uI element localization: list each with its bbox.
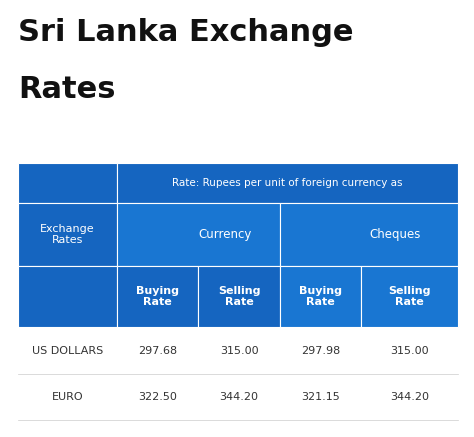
Text: Exchange
Rates: Exchange Rates bbox=[40, 223, 95, 245]
Text: Buying
Rate: Buying Rate bbox=[136, 286, 179, 308]
Bar bbox=[18, 203, 117, 266]
Bar bbox=[117, 203, 280, 266]
Bar bbox=[117, 374, 199, 420]
Bar bbox=[280, 374, 361, 420]
Text: Cheques: Cheques bbox=[369, 228, 420, 241]
Bar bbox=[280, 327, 361, 374]
Text: Selling
Rate: Selling Rate bbox=[218, 286, 260, 308]
Bar bbox=[361, 266, 458, 327]
Text: 344.20: 344.20 bbox=[390, 392, 429, 402]
Bar bbox=[199, 327, 280, 374]
Text: US DOLLARS: US DOLLARS bbox=[32, 346, 103, 356]
Bar bbox=[18, 266, 117, 327]
Text: EURO: EURO bbox=[52, 392, 83, 402]
Bar bbox=[361, 327, 458, 374]
Text: Currency: Currency bbox=[199, 228, 252, 241]
Text: 344.20: 344.20 bbox=[219, 392, 259, 402]
Bar bbox=[117, 266, 199, 327]
Text: 297.68: 297.68 bbox=[138, 346, 177, 356]
Text: 297.98: 297.98 bbox=[301, 346, 340, 356]
Text: 321.15: 321.15 bbox=[301, 392, 340, 402]
Bar bbox=[18, 327, 117, 374]
Text: Sri Lanka Exchange: Sri Lanka Exchange bbox=[18, 18, 354, 47]
Text: 315.00: 315.00 bbox=[390, 346, 429, 356]
Text: 315.00: 315.00 bbox=[220, 346, 258, 356]
Bar bbox=[280, 203, 458, 266]
Bar bbox=[117, 327, 199, 374]
Bar bbox=[18, 163, 117, 203]
Bar bbox=[280, 266, 361, 327]
Bar bbox=[18, 374, 117, 420]
Text: 322.50: 322.50 bbox=[138, 392, 177, 402]
Bar bbox=[199, 374, 280, 420]
Bar bbox=[361, 374, 458, 420]
Bar bbox=[199, 266, 280, 327]
Text: Rates: Rates bbox=[18, 75, 116, 104]
Text: Rate: Rupees per unit of foreign currency as: Rate: Rupees per unit of foreign currenc… bbox=[172, 178, 403, 188]
Text: Selling
Rate: Selling Rate bbox=[388, 286, 431, 308]
Bar bbox=[117, 163, 458, 203]
Text: Buying
Rate: Buying Rate bbox=[299, 286, 342, 308]
